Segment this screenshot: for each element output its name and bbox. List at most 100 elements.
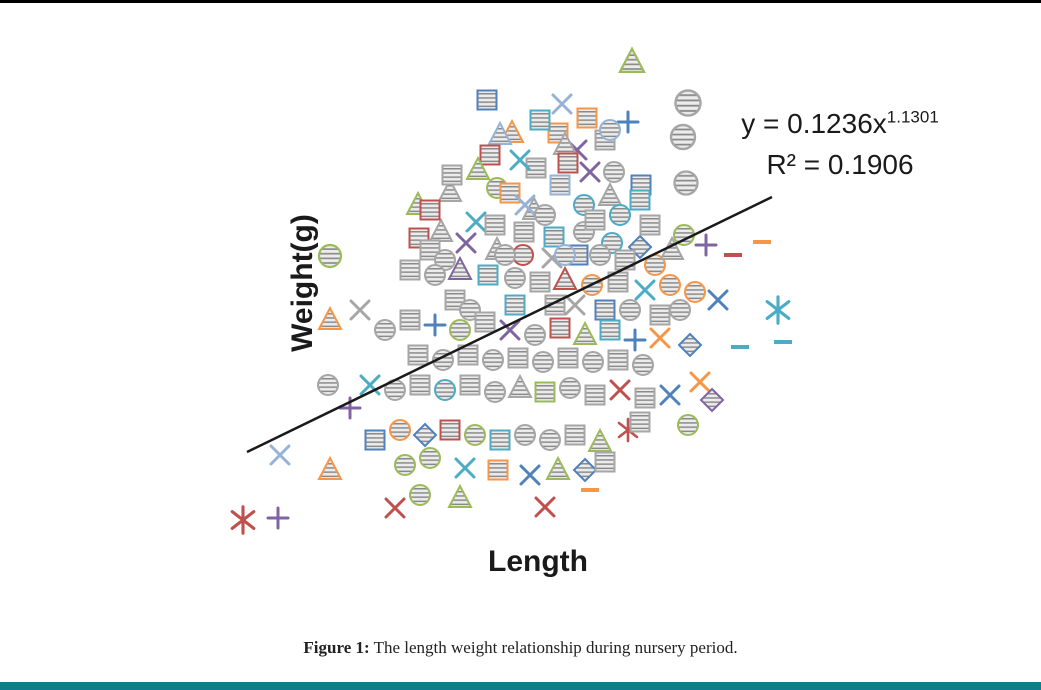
scatter-marker-circle (482, 349, 504, 371)
scatter-marker-x (384, 497, 406, 519)
scatter-marker-square (576, 107, 598, 129)
trendline-equation: y = 0.1236x1.1301 R² = 0.1906 (700, 104, 980, 185)
scatter-marker-triangle (428, 217, 454, 242)
scatter-marker-circle (389, 419, 411, 441)
equation-base: y = 0.1236x (741, 108, 887, 139)
top-rule (0, 0, 1041, 3)
scatter-marker-triangle (552, 265, 578, 290)
scatter-marker-circle (374, 319, 396, 341)
scatter-marker-square (629, 411, 651, 433)
scatter-marker-square (504, 294, 526, 316)
scatter-marker-circle (677, 414, 699, 436)
scatter-marker-circle (582, 351, 604, 373)
scatter-marker-x (579, 161, 601, 183)
scatter-marker-triangle (317, 305, 343, 330)
scatter-marker-triangle (572, 320, 598, 345)
scatter-marker-square (594, 299, 616, 321)
scatter-marker-circle (419, 447, 441, 469)
scatter-marker-circle (464, 424, 486, 446)
scatter-marker-x (359, 374, 381, 396)
scatter-marker-plus (623, 328, 647, 352)
scatter-marker-diamond (699, 387, 725, 413)
scatter-marker-diamond (412, 422, 438, 448)
scatter-marker-triangle (597, 181, 623, 206)
scatter-marker-square (564, 424, 586, 446)
scatter-marker-x (465, 211, 487, 233)
scatter-marker-plus (694, 233, 718, 257)
scatter-marker-square (479, 144, 501, 166)
scatter-marker-square (594, 451, 616, 473)
scatter-marker-triangle (487, 120, 513, 145)
scatter-marker-triangle (447, 255, 473, 280)
scatter-marker-square (557, 152, 579, 174)
scatter-marker-square (444, 289, 466, 311)
scatter-marker-square (614, 249, 636, 271)
scatter-marker-square (409, 374, 431, 396)
scatter-marker-circle (603, 161, 625, 183)
scatter-marker-circle (424, 264, 446, 286)
scatter-marker-circle (559, 377, 581, 399)
scatter-marker-circle (514, 424, 536, 446)
scatter-plot (230, 46, 792, 535)
scatter-marker-square (489, 429, 511, 451)
scatter-marker-x (455, 232, 477, 254)
y-axis-label: Weight(g) (286, 214, 319, 352)
scatter-marker-star (230, 505, 256, 535)
scatter-marker-plus (616, 110, 640, 134)
scatter-marker-x (499, 319, 521, 341)
scatter-marker-square (629, 189, 651, 211)
scatter-marker-triangle (545, 455, 571, 480)
scatter-marker-square (441, 164, 463, 186)
scatter-marker-circle (394, 454, 416, 476)
scatter-marker-square (399, 259, 421, 281)
scatter-marker-x (564, 294, 586, 316)
scatter-marker-x (609, 379, 631, 401)
scatter-marker-square (607, 349, 629, 371)
scatter-marker-circle (609, 204, 631, 226)
equation-line2: R² = 0.1906 (766, 148, 914, 180)
scatter-marker-circle (669, 123, 697, 151)
figure-caption: Figure 1: The length weight relationship… (0, 638, 1041, 658)
scatter-marker-circle (494, 244, 516, 266)
scatter-marker-triangle (587, 427, 613, 452)
scatter-marker-circle (554, 244, 576, 266)
scatter-marker-square (439, 419, 461, 441)
scatter-marker-square (549, 317, 571, 339)
scatter-marker-circle (673, 170, 699, 196)
scatter-marker-circle (317, 243, 343, 269)
scatter-marker-square (557, 347, 579, 369)
scatter-marker-square (474, 311, 496, 333)
scatter-marker-x (269, 444, 291, 466)
scatter-marker-diamond (572, 457, 598, 483)
scatter-marker-triangle (465, 155, 491, 180)
scatter-marker-circle (619, 299, 641, 321)
scatter-marker-square (584, 209, 606, 231)
trend-line (246, 195, 773, 454)
scatter-marker-x (649, 327, 671, 349)
scatter-marker-circle (317, 374, 339, 396)
scatter-marker-square (649, 304, 671, 326)
scatter-marker-triangle (507, 373, 533, 398)
scatter-marker-square (507, 347, 529, 369)
scatter-marker-x (454, 457, 476, 479)
scatter-marker-square (419, 239, 441, 261)
scatter-marker-plus (266, 506, 290, 530)
scatter-marker-square (399, 309, 421, 331)
scatter-marker-x (514, 194, 536, 216)
scatter-marker-circle (434, 379, 456, 401)
bottom-bar (0, 682, 1041, 690)
scatter-marker-plus (423, 313, 447, 337)
scatter-marker-triangle (317, 455, 343, 480)
scatter-marker-square (487, 459, 509, 481)
scatter-marker-circle (674, 89, 702, 117)
scatter-marker-circle (409, 484, 431, 506)
scatter-marker-x (634, 279, 656, 301)
scatter-marker-x (551, 93, 573, 115)
scatter-marker-circle (524, 324, 546, 346)
scatter-marker-x (534, 496, 556, 518)
scatter-marker-square (407, 344, 429, 366)
scatter-marker-square (364, 429, 386, 451)
scatter-marker-circle (434, 249, 456, 271)
scatter-marker-circle (484, 381, 506, 403)
scatter-marker-circle (684, 281, 706, 303)
